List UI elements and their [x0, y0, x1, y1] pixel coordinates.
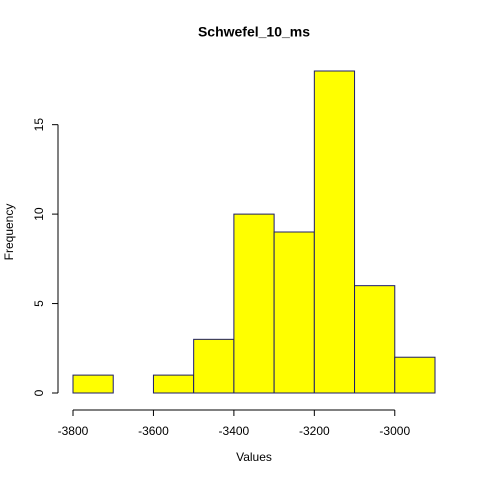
- bar: [193, 338, 235, 394]
- bar: [313, 70, 356, 394]
- bar: [394, 356, 436, 394]
- bar: [152, 374, 195, 394]
- bar: [233, 213, 275, 394]
- bar: [354, 285, 396, 394]
- x-axis-label: Values: [236, 450, 272, 464]
- x-tick-label: -3000: [379, 424, 410, 438]
- y-tick-label: 10: [32, 207, 46, 221]
- x-tick-label: -3200: [299, 424, 330, 438]
- x-tick-label: -3400: [219, 424, 250, 438]
- y-axis-label: Frequency: [2, 204, 16, 261]
- chart-title: Schwefel_10_ms: [198, 24, 310, 40]
- x-tick-label: -3600: [138, 424, 169, 438]
- x-tick-label: -3800: [58, 424, 89, 438]
- y-tick-label: 5: [32, 300, 46, 307]
- y-tick-label: 0: [32, 389, 46, 396]
- y-tick-label: 15: [32, 118, 46, 132]
- bar: [273, 231, 315, 394]
- bar: [72, 374, 114, 394]
